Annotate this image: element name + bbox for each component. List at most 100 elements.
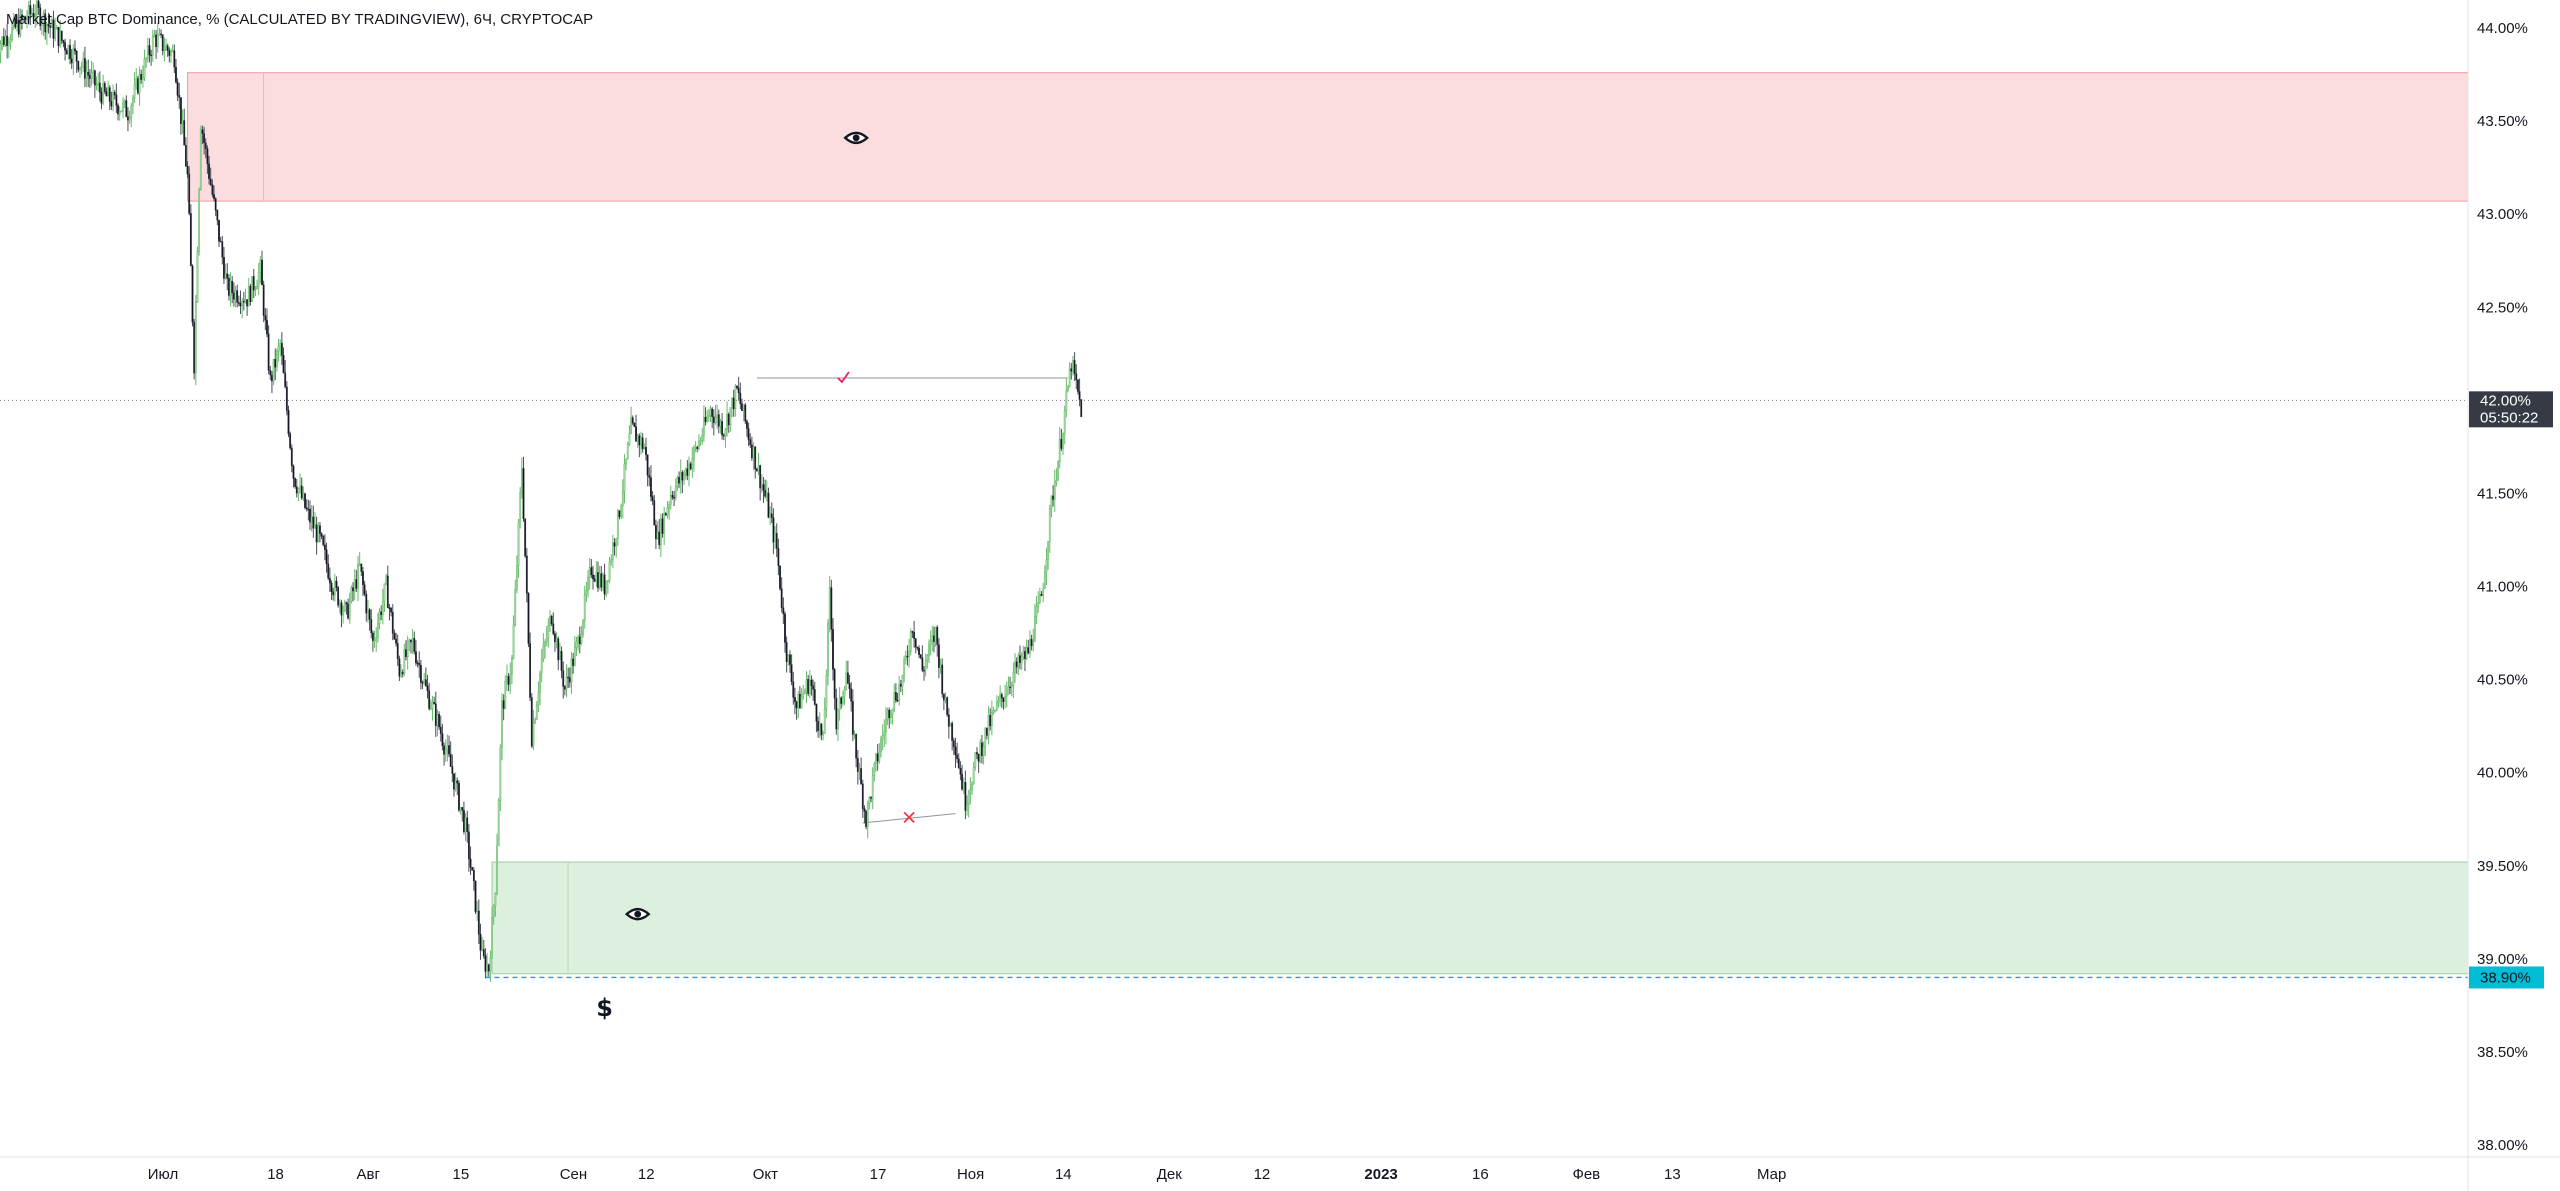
- candle-body: [1027, 647, 1030, 654]
- candle-572: [946, 696, 949, 717]
- candle-body: [721, 421, 724, 436]
- candle-368: [608, 556, 611, 584]
- time-tick-label: 2023: [1364, 1166, 1397, 1183]
- candle-265: [438, 711, 440, 730]
- candle-body: [314, 524, 316, 529]
- candle-body: [774, 533, 776, 543]
- candle-body: [214, 198, 217, 211]
- candle-body: [1060, 439, 1063, 449]
- candle-457: [755, 467, 758, 472]
- candle-23: [37, 0, 40, 15]
- candle-body: [213, 194, 215, 199]
- candle-body: [393, 632, 396, 640]
- candle-212: [350, 585, 353, 604]
- candle-body: [1055, 480, 1058, 483]
- candle-body: [876, 753, 879, 762]
- candle-body: [643, 446, 646, 450]
- candle-14: [22, 15, 25, 23]
- candle-537: [888, 707, 891, 729]
- candle-143: [236, 284, 239, 308]
- candle-178: [294, 477, 297, 489]
- candle-183: [302, 486, 305, 502]
- eye-pupil: [852, 134, 860, 142]
- candle-body: [808, 679, 811, 694]
- candle-body: [959, 768, 962, 775]
- candle-419: [693, 444, 695, 472]
- candle-body: [31, 13, 33, 15]
- candle-242: [400, 664, 402, 679]
- candle-body: [1014, 661, 1016, 673]
- candle-body: [102, 83, 105, 104]
- candle-480: [794, 687, 796, 715]
- candle-96: [158, 28, 161, 36]
- candle-1: [1, 35, 4, 51]
- candle-526: [870, 796, 872, 803]
- candle-174: [287, 405, 290, 438]
- candle-body: [176, 81, 179, 96]
- candle-body: [37, 0, 40, 8]
- candle-189: [312, 505, 315, 538]
- candle-142: [234, 285, 237, 308]
- candle-body: [467, 831, 470, 860]
- candle-359: [593, 575, 596, 583]
- candle-449: [742, 404, 745, 422]
- candle-body: [515, 565, 518, 590]
- candle-541: [894, 683, 897, 703]
- candle-637: [1053, 469, 1056, 512]
- candle-body: [794, 697, 796, 702]
- candle-277: [458, 780, 460, 813]
- candle-body: [798, 693, 801, 709]
- candle-643: [1063, 405, 1066, 445]
- candle-body: [896, 699, 899, 702]
- candle-body: [835, 698, 838, 730]
- candle-90: [148, 38, 151, 63]
- candle-body: [769, 513, 772, 518]
- candle-body: [590, 567, 593, 576]
- candle-body: [651, 496, 654, 501]
- candle-body: [645, 446, 647, 455]
- candle-316: [522, 456, 525, 522]
- candle-584: [966, 795, 968, 816]
- candle-413: [683, 469, 685, 485]
- candle-207: [342, 605, 345, 624]
- candle-531: [878, 743, 881, 764]
- candle-421: [696, 445, 699, 453]
- candle-body: [1032, 641, 1035, 647]
- candle-body: [487, 964, 490, 972]
- candle-body: [693, 447, 695, 460]
- candle-body: [598, 573, 601, 589]
- candle-19: [31, 7, 33, 18]
- candle-353: [583, 585, 586, 629]
- candle-406: [671, 490, 674, 500]
- candle-body: [464, 817, 467, 832]
- candle-body: [295, 486, 298, 494]
- candle-body: [400, 672, 402, 677]
- candle-231: [381, 588, 384, 625]
- candle-body: [47, 24, 50, 27]
- candle-body: [741, 403, 743, 411]
- candle-body: [410, 639, 412, 643]
- candle-88: [145, 56, 148, 68]
- candle-body: [11, 27, 14, 40]
- candle-body: [701, 435, 704, 441]
- candle-107: [176, 78, 179, 102]
- candle-body: [539, 672, 541, 693]
- candle-body: [115, 94, 118, 106]
- candle-body: [1050, 495, 1053, 509]
- candle-body: [299, 485, 301, 489]
- candle-468: [774, 526, 776, 549]
- candle-body: [981, 742, 983, 756]
- candle-234: [386, 565, 389, 609]
- time-tick-label: 14: [1055, 1166, 1072, 1183]
- candle-body: [873, 763, 876, 776]
- time-tick-label: Мар: [1757, 1166, 1786, 1183]
- candle-body: [597, 572, 599, 589]
- candle-body: [989, 715, 992, 727]
- candle-106: [175, 59, 177, 84]
- price-tick-label: 39.50%: [2477, 858, 2528, 875]
- candle-128: [211, 179, 214, 198]
- candle-362: [598, 565, 601, 590]
- candle-body: [284, 372, 287, 388]
